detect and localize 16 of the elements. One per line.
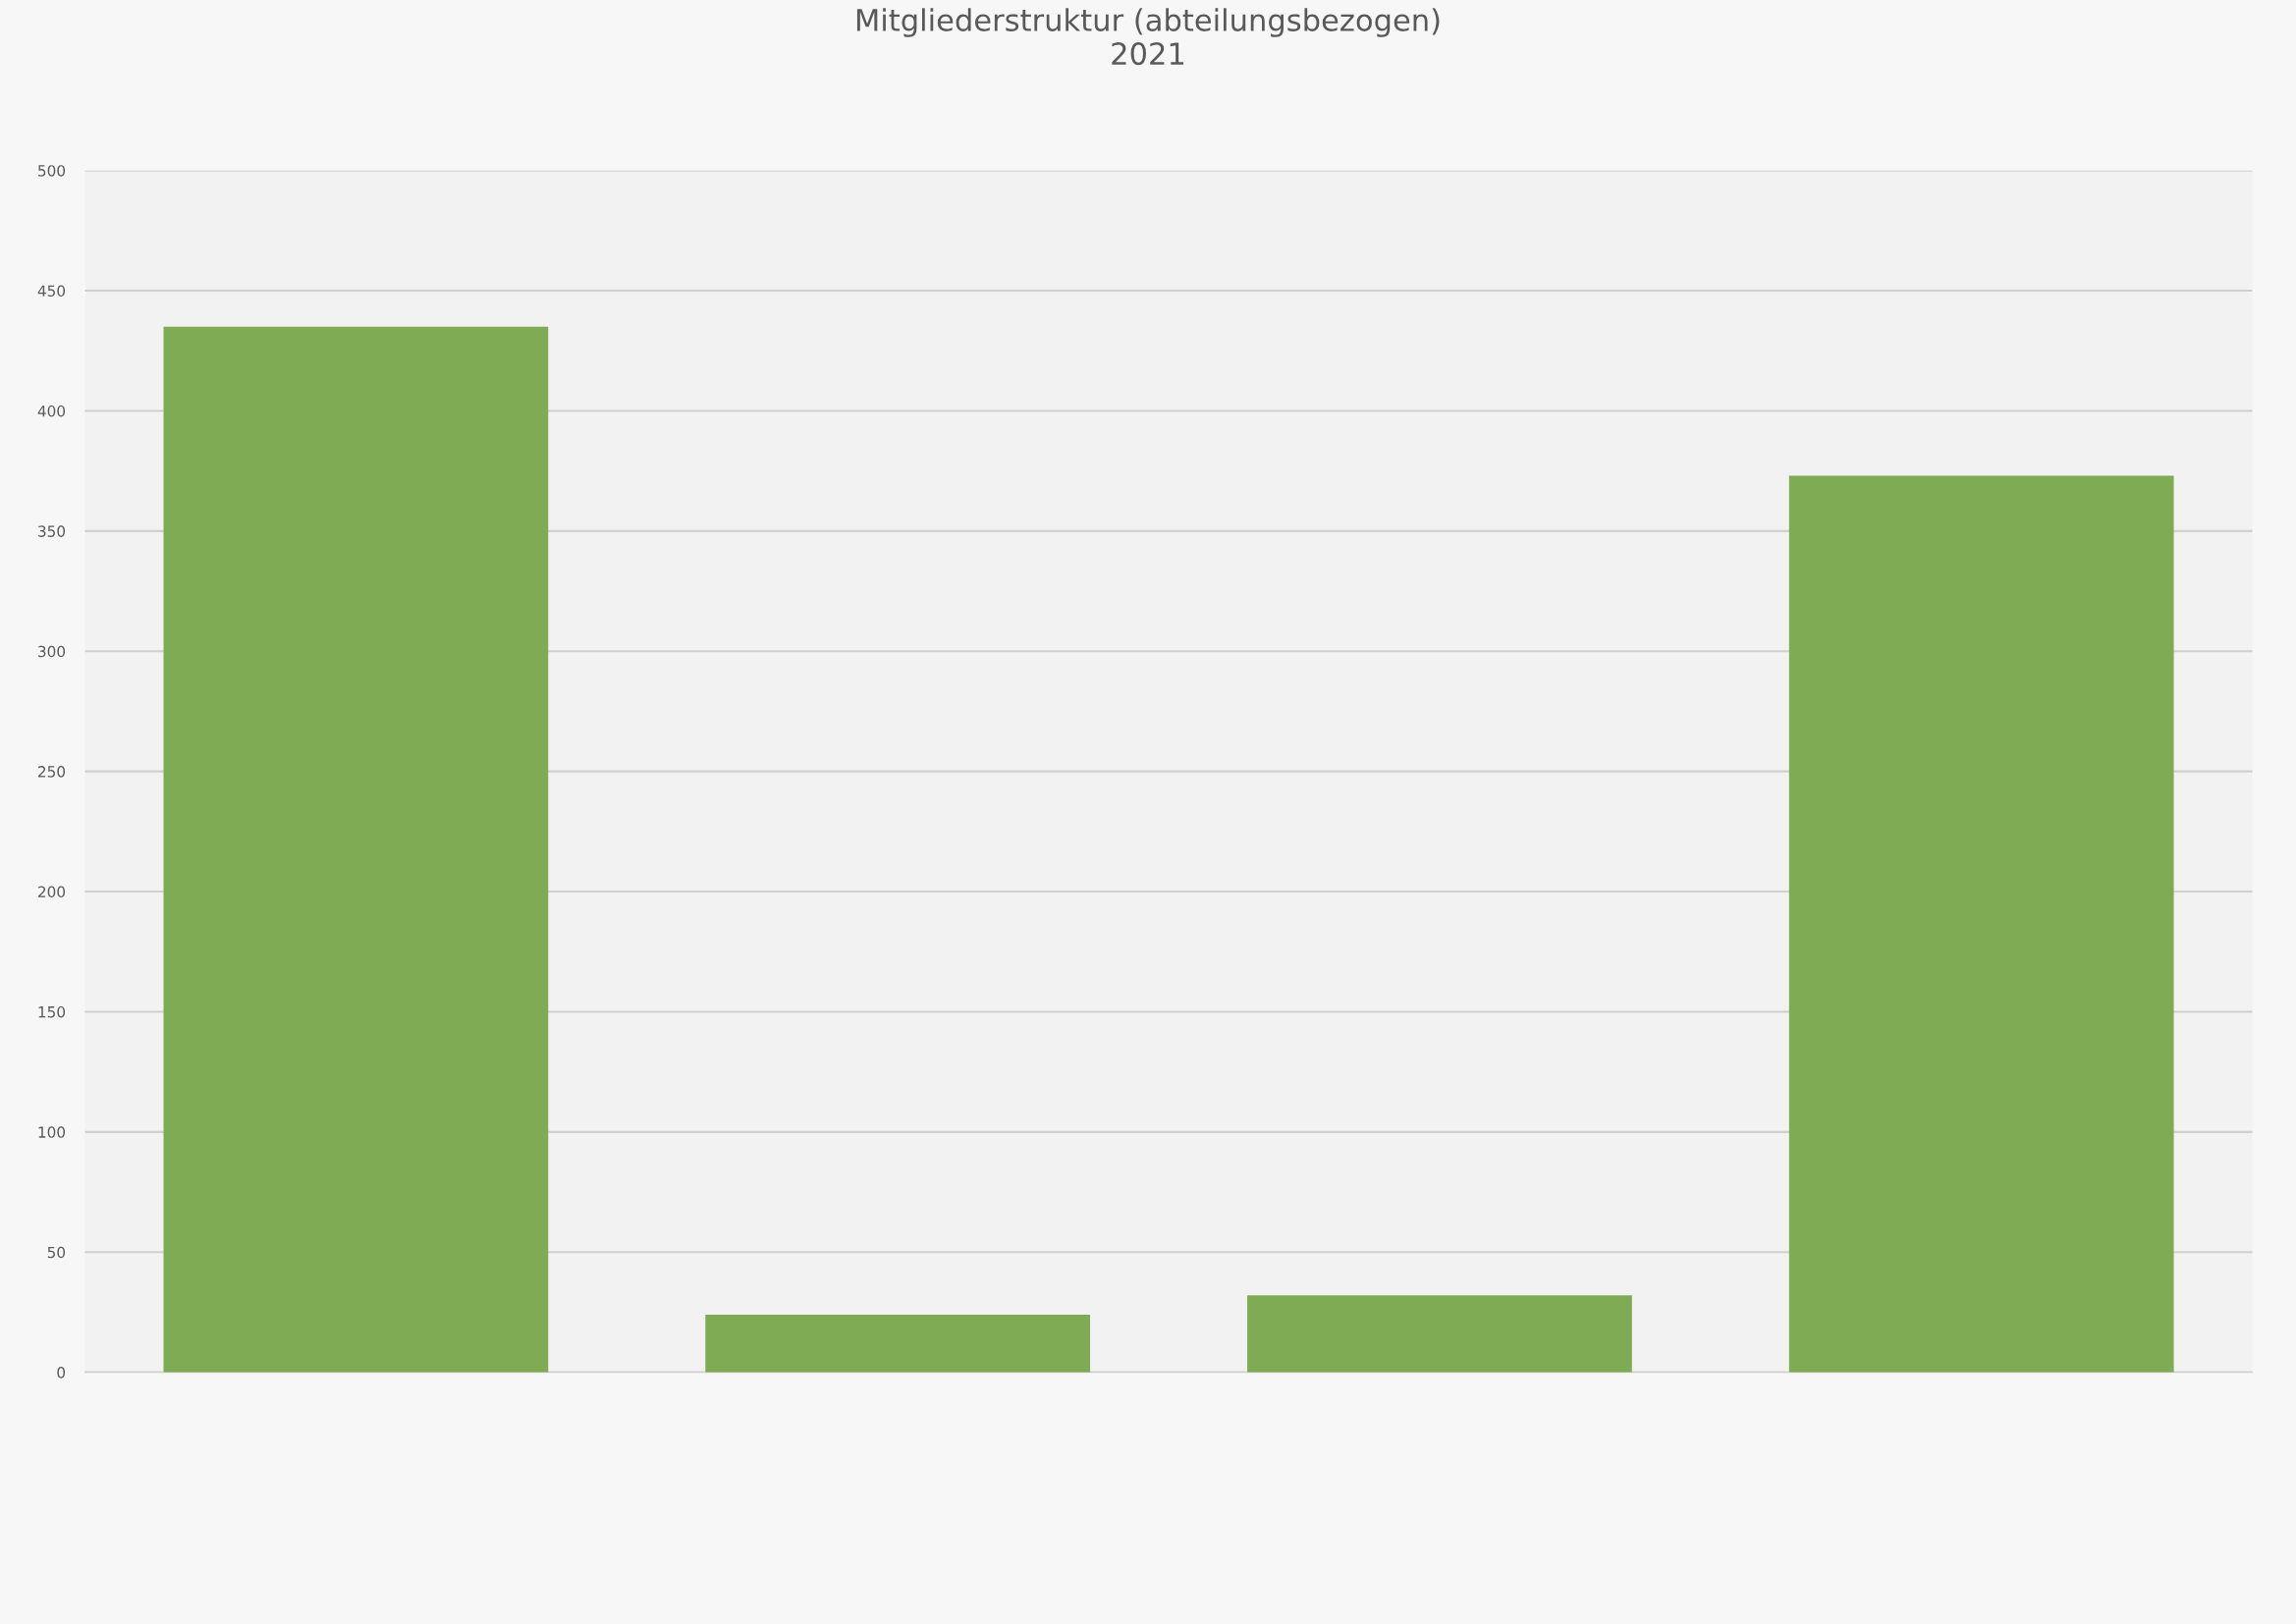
y-tick-label: 200 xyxy=(38,886,66,898)
bar xyxy=(1788,475,2174,1373)
y-tick-label: 450 xyxy=(37,285,66,298)
y-tick-label: 350 xyxy=(38,525,66,537)
y-tick-label: 300 xyxy=(38,645,66,658)
bar xyxy=(163,326,549,1373)
bar xyxy=(705,1314,1091,1373)
y-tick-label: 400 xyxy=(37,405,66,417)
y-tick-label: 0 xyxy=(57,1367,66,1379)
y-tick-label: 500 xyxy=(38,165,66,177)
chart-title: Mitgliederstruktur (abteilungsbezogen) 2021 xyxy=(856,8,1440,66)
y-tick-label: 50 xyxy=(47,1246,66,1259)
y-tick-label: 250 xyxy=(38,766,66,778)
bar xyxy=(1247,1295,1632,1373)
y-tick-label: 150 xyxy=(38,1005,66,1018)
y-tick-label: 100 xyxy=(38,1126,66,1138)
